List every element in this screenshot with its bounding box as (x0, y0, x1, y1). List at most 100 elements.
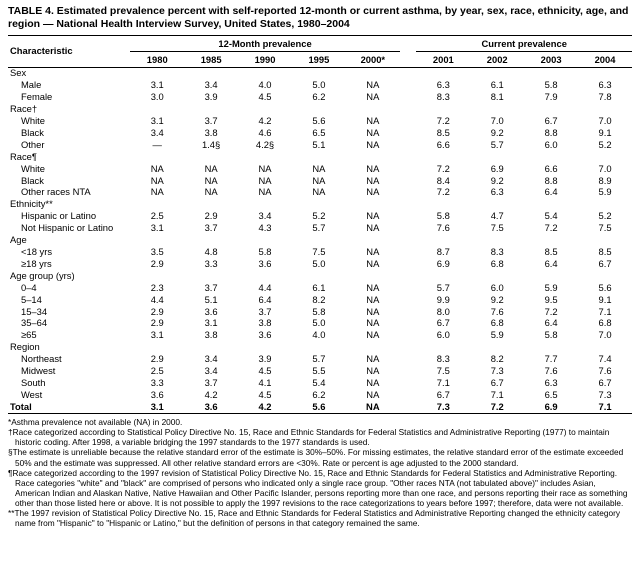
column-spacer (400, 223, 417, 235)
current-prevalence-header: Current prevalence (416, 35, 632, 52)
asthma-prevalence-table: Characteristic 12-Month prevalence Curre… (8, 34, 632, 415)
value-cell: 3.6 (258, 329, 272, 341)
column-spacer (400, 401, 417, 413)
column-spacer (400, 389, 417, 401)
value-cell: 5.7 (490, 138, 504, 150)
row-label: White (21, 162, 45, 174)
value-cell: 7.6 (598, 365, 612, 377)
row-label: 0–4 (21, 281, 37, 293)
value-cell: 7.5 (490, 222, 504, 234)
value-cell: 3.4 (204, 365, 218, 377)
value-cell: 6.0 (436, 329, 450, 341)
footnote: §The estimate is unreliable because the … (8, 447, 624, 468)
value-cell: 3.1 (150, 115, 164, 126)
table-row: ≥65 3.1 3.8 3.6 4.0 NA 6.0 5.9 5.8 7.0 (8, 329, 632, 342)
value-cell: 9.2 (490, 126, 504, 138)
value-cell: 1.4§ (201, 138, 221, 150)
value-cell: 2.9 (150, 257, 164, 269)
value-cell: 8.4 (436, 174, 450, 186)
row-label: <18 yrs (21, 245, 53, 257)
group-row: Sex (8, 67, 632, 79)
value-cell: 3.4 (258, 210, 272, 222)
value-cell: NA (366, 353, 380, 365)
value-cell: 5.6 (312, 115, 326, 126)
value-cell: 4.0 (258, 79, 272, 91)
value-cell: NA (366, 126, 380, 138)
table-row: Male 3.1 3.4 4.0 5.0 NA 6.3 6.1 5.8 6.3 (8, 79, 632, 92)
value-cell: NA (366, 162, 380, 174)
table-row: Female 3.0 3.9 4.5 6.2 NA 8.3 8.1 7.9 7.8 (8, 91, 632, 104)
value-cell: NA (258, 162, 272, 174)
value-cell: 7.0 (598, 329, 612, 341)
value-cell: 3.6 (258, 257, 272, 269)
value-cell: 4.2 (204, 388, 218, 400)
value-cell: 5.6 (598, 281, 612, 293)
value-cell: 6.1 (312, 281, 326, 293)
value-cell: NA (366, 245, 380, 257)
column-spacer (400, 318, 417, 330)
value-cell: 7.0 (490, 115, 504, 126)
value-cell: 6.4 (544, 257, 558, 269)
table-row: White 3.1 3.7 4.2 5.6 NA 7.2 7.0 6.7 7.0 (8, 115, 632, 128)
value-cell: 5.4 (544, 210, 558, 222)
value-cell: 6.8 (490, 317, 504, 329)
value-cell: 7.1 (598, 400, 612, 412)
value-cell: 6.7 (490, 376, 504, 388)
group-label: Race† (10, 103, 38, 115)
value-cell: NA (150, 162, 164, 174)
value-cell: 6.4 (258, 293, 272, 305)
table-row: 5–14 4.4 5.1 6.4 8.2 NA 9.9 9.2 9.5 9.1 (8, 294, 632, 306)
row-label: White (21, 115, 45, 126)
value-cell: 3.6 (204, 400, 218, 412)
value-cell: 8.9 (598, 174, 612, 186)
group-row: Region (8, 341, 632, 354)
value-cell: 6.6 (436, 138, 450, 150)
value-cell: 4.5 (258, 365, 272, 377)
value-cell: 7.3 (598, 388, 612, 400)
column-spacer (399, 35, 417, 68)
value-cell: 3.4 (150, 126, 164, 138)
value-cell: NA (366, 388, 380, 400)
value-cell: NA (366, 91, 380, 103)
value-cell: NA (312, 162, 326, 174)
value-cell: 4.7 (490, 210, 504, 222)
value-cell: 2.5 (150, 365, 164, 377)
value-cell: NA (366, 293, 380, 305)
row-label: Other races NTA (21, 186, 91, 198)
value-cell: 5.8 (436, 210, 450, 222)
row-label: Hispanic or Latino (21, 210, 97, 222)
value-cell: 5.8 (258, 245, 272, 257)
year-header: 2000* (345, 51, 400, 68)
value-cell: 6.7 (436, 388, 450, 400)
value-cell: 7.2 (436, 115, 450, 126)
value-cell: 5.5 (312, 365, 326, 377)
row-label: Black (21, 174, 44, 186)
column-spacer (400, 187, 417, 199)
twelve-month-prevalence-header: 12-Month prevalence (130, 35, 400, 52)
value-cell: 6.7 (598, 376, 612, 388)
group-label: Age group (yrs) (10, 269, 75, 281)
value-cell: 7.4 (598, 353, 612, 365)
row-label: Female (21, 91, 53, 103)
value-cell: 3.7 (258, 305, 272, 317)
table-row: Black NA NA NA NA NA 8.4 9.2 8.8 8.9 (8, 175, 632, 187)
value-cell: 8.2 (490, 353, 504, 365)
value-cell: 8.5 (544, 245, 558, 257)
column-spacer (400, 127, 417, 139)
table-row: ≥18 yrs 2.9 3.3 3.6 5.0 NA 6.9 6.8 6.4 6.7 (8, 258, 632, 270)
column-group-row: Characteristic 12-Month prevalence Curre… (8, 35, 632, 68)
value-cell: 8.0 (436, 305, 450, 317)
value-cell: 7.1 (436, 376, 450, 388)
value-cell: 3.7 (204, 281, 218, 293)
column-spacer (400, 175, 417, 187)
value-cell: 3.7 (204, 115, 218, 126)
value-cell: 5.4 (312, 376, 326, 388)
group-label: Region (10, 341, 40, 353)
group-label: Sex (10, 67, 27, 79)
value-cell: 3.6 (150, 388, 164, 400)
value-cell: 4.4 (150, 293, 164, 305)
value-cell: 6.2 (312, 91, 326, 103)
value-cell: 7.3 (490, 365, 504, 377)
value-cell: 3.1 (150, 400, 164, 412)
value-cell: 3.3 (204, 257, 218, 269)
